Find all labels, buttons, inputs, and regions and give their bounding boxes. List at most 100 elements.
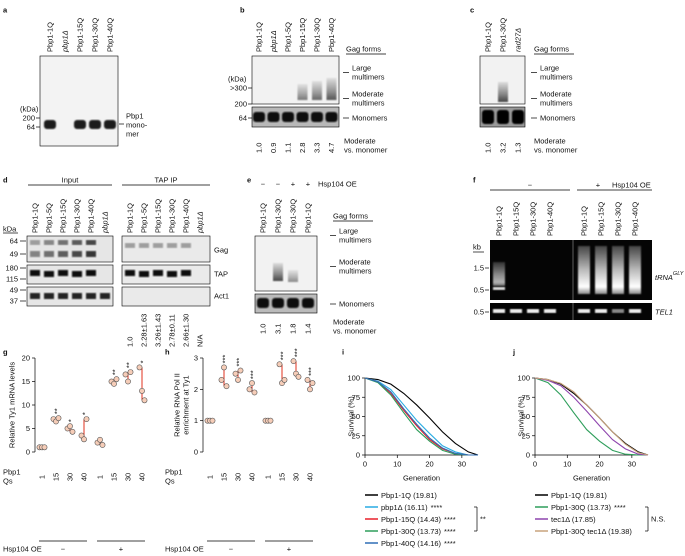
x-tick-label: 20	[595, 460, 603, 469]
x-tick-label: 30	[66, 473, 75, 481]
legend-entry: Pbp1-30Q (13.73) ****	[551, 503, 626, 512]
data-point	[267, 417, 274, 424]
ratio: 2.8	[298, 143, 307, 153]
ratio: 3.3	[313, 143, 322, 153]
x-tick-label: 20	[425, 460, 433, 469]
axis-title: Relative RNA Pol II	[173, 373, 182, 437]
axis-title: Survival (%)	[347, 396, 356, 437]
blot	[497, 110, 509, 124]
blot	[100, 293, 110, 299]
axis-title: Generation	[403, 474, 440, 483]
axis-title: Qs	[165, 477, 175, 486]
blot	[311, 112, 323, 122]
y-tick-label: 5	[26, 424, 30, 433]
ratio: 1.0	[255, 143, 264, 153]
bracket-label: **	[480, 515, 486, 524]
ratio-label: Moderate	[534, 137, 566, 146]
significance: *	[139, 360, 148, 363]
blot	[72, 240, 82, 245]
blot	[493, 309, 505, 313]
x-tick-label: 40	[248, 473, 257, 481]
y-tick-label: 10	[22, 401, 30, 410]
label: TEL1	[655, 308, 673, 317]
condition: −	[261, 180, 266, 189]
data-point	[122, 371, 129, 378]
lane-label: Pbp1-1Q	[31, 203, 40, 233]
y-tick-label: 1	[194, 416, 198, 425]
data-point	[97, 436, 103, 443]
lane-label: Pbp1-1Q	[255, 22, 264, 52]
lane-label: Pbp1-1Q	[259, 203, 268, 233]
lane-label: Pbp1-1Q	[304, 203, 313, 233]
lane-label: pbp1Δ	[101, 211, 110, 234]
significance: ***	[235, 358, 244, 367]
blot	[312, 81, 322, 100]
panel-letter: h	[165, 348, 170, 357]
x-tick-label: 30	[124, 473, 133, 481]
blot	[121, 286, 211, 307]
blot	[629, 246, 641, 294]
data-point	[55, 415, 62, 422]
blot	[326, 78, 337, 100]
x-tick-label: 1	[206, 475, 215, 479]
label: mer	[126, 130, 139, 139]
significance: ***	[279, 351, 288, 360]
lane-label: Pbp1-30Q	[614, 202, 623, 236]
y-tick-label: 15	[22, 377, 30, 386]
blot	[273, 263, 283, 281]
data-point	[99, 442, 106, 448]
y-tick-label: 25	[522, 431, 530, 440]
band-label: multimers	[352, 99, 385, 108]
significance: ***	[221, 355, 230, 364]
x-tick-label: 40	[306, 473, 315, 481]
band-label: multimers	[540, 73, 573, 82]
significance: ***	[307, 367, 316, 376]
blot	[86, 270, 96, 276]
x-tick-label: 0	[533, 460, 537, 469]
lane-label: Pbp1-40Q	[631, 202, 640, 236]
lane-label: Pbp1-15Q	[76, 18, 85, 52]
axis-title: Hsp104 OE	[165, 545, 204, 554]
ratio: 2.66±1.30	[182, 314, 191, 347]
blot	[44, 293, 54, 299]
band-label: Moderate	[540, 90, 572, 99]
lane-label: Pbp1-15Q	[298, 18, 307, 52]
x-tick-label: 0	[363, 460, 367, 469]
legend-entry: Pbp1-30Q tec1Δ (19.38)	[551, 527, 632, 536]
data-point	[125, 378, 131, 385]
blot	[325, 112, 338, 122]
blot	[544, 309, 556, 313]
condition: −	[229, 545, 234, 554]
survival-line	[364, 377, 479, 456]
blot	[125, 270, 135, 276]
legend-name: pbp1Δ (16.11)	[381, 503, 428, 512]
blot	[578, 246, 590, 294]
blot	[612, 309, 624, 313]
ratio: N/A	[196, 334, 205, 347]
legend-title: Gag forms	[534, 45, 569, 54]
condition: +	[306, 180, 311, 189]
survival-line	[364, 377, 478, 456]
band-label: tRNAGLY	[655, 271, 684, 282]
legend-significance: ****	[614, 503, 626, 512]
significance: ***	[293, 348, 302, 357]
blot	[153, 270, 163, 276]
blot	[30, 270, 40, 276]
label: mono-	[126, 121, 148, 130]
blot	[139, 271, 149, 277]
label: (kDa)	[228, 75, 247, 84]
blot	[527, 309, 539, 313]
blot	[44, 240, 54, 245]
protein-label: Act1	[214, 292, 229, 301]
axis-title: Pbp1	[3, 468, 21, 477]
survival-line	[534, 377, 649, 456]
blot	[254, 235, 318, 292]
blot	[26, 235, 114, 263]
x-tick-label: 10	[393, 460, 401, 469]
blot	[629, 309, 641, 313]
blot	[72, 293, 82, 299]
survival-line	[364, 377, 478, 456]
lane-label: Pbp1-15Q	[512, 202, 521, 236]
significance: **	[125, 362, 134, 368]
label: Pbp1	[126, 112, 144, 121]
